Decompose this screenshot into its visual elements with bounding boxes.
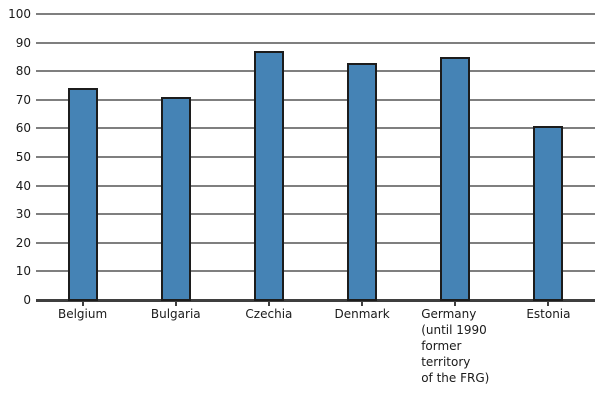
x-label-belgium: Belgium <box>57 307 108 321</box>
gridline-y20 <box>36 241 595 244</box>
y-tick-label-20: 20 <box>15 235 31 250</box>
x-label-denmark: Denmark <box>334 307 390 321</box>
y-tick-label-90: 90 <box>15 35 31 50</box>
x-tick-denmark <box>361 301 364 306</box>
gridline-y60 <box>36 127 595 130</box>
y-tick-label-50: 50 <box>15 150 31 164</box>
gridline-y50 <box>36 156 595 158</box>
x-tick-germany <box>454 301 457 306</box>
gridline-y90 <box>36 41 595 44</box>
y-tick-label-60: 60 <box>15 121 31 136</box>
x-tick-belgium <box>81 301 84 306</box>
bar-germany <box>440 56 471 301</box>
x-label-estonia: Estonia <box>526 307 571 321</box>
y-tick-label-10: 10 <box>15 264 31 279</box>
gridline-y70 <box>36 98 595 101</box>
x-label-germany: Germany (until 1990 former territory of the … <box>421 307 490 385</box>
bar-belgium <box>67 88 98 301</box>
y-tick-label-0: 0 <box>23 293 31 307</box>
x-axis-line <box>36 299 595 302</box>
x-tick-estonia <box>547 301 550 306</box>
y-tick-label-40: 40 <box>15 178 31 193</box>
x-tick-czechia <box>267 301 270 306</box>
gridline-y10 <box>36 270 595 273</box>
y-tick-label-100: 100 <box>8 7 31 21</box>
gridline-y40 <box>36 184 595 187</box>
x-tick-bulgaria <box>174 301 177 306</box>
y-tick-label-70: 70 <box>15 92 31 107</box>
bar-estonia <box>533 125 564 301</box>
bar-bulgaria <box>160 96 191 301</box>
bar-czechia <box>253 51 284 301</box>
gridline-y30 <box>36 213 595 216</box>
y-tick-label-80: 80 <box>15 64 31 79</box>
gridline-y80 <box>36 70 595 73</box>
gridline-y100 <box>36 13 595 15</box>
x-label-bulgaria: Bulgaria <box>150 307 201 321</box>
x-label-czechia: Czechia <box>245 307 293 321</box>
bar-denmark <box>347 62 378 301</box>
y-tick-label-30: 30 <box>15 207 31 222</box>
